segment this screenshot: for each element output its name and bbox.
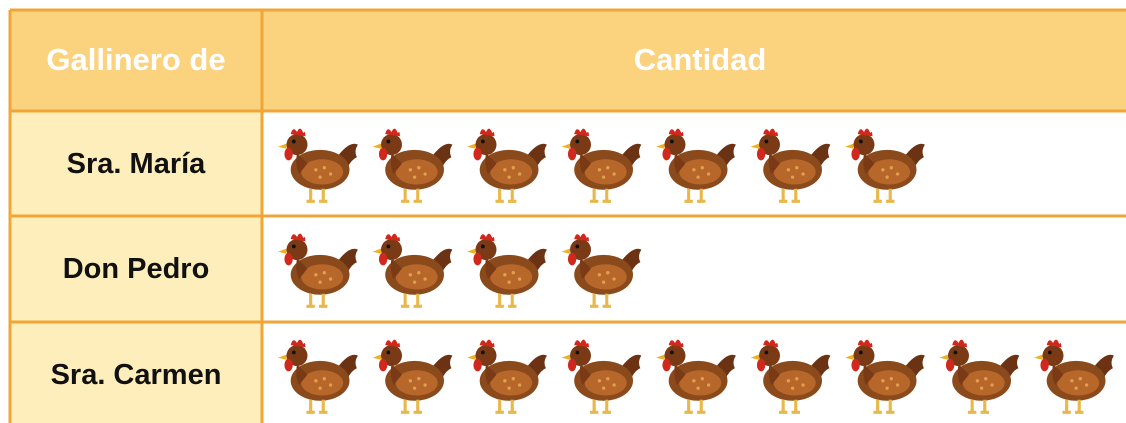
hen-icon <box>371 231 454 308</box>
hen-icon <box>465 126 549 203</box>
icon-group <box>276 337 1116 414</box>
hen-icon <box>371 337 454 414</box>
table-borders <box>8 8 1126 423</box>
hen-icon <box>465 231 549 308</box>
rows: Sra. María Don Pedro Sra. Carmen <box>51 126 1116 414</box>
hen-icon <box>560 337 643 414</box>
hen-icon <box>843 337 927 414</box>
hen-icon <box>276 337 360 414</box>
header-background <box>10 10 1126 110</box>
hen-icon <box>276 231 360 308</box>
hen-icon <box>938 337 1021 414</box>
hen-icon <box>749 337 832 414</box>
hen-icon <box>560 231 643 308</box>
row-label: Sra. María <box>67 148 206 180</box>
hen-icon <box>654 337 738 414</box>
hen-icon <box>749 126 832 203</box>
row-label: Don Pedro <box>63 253 210 285</box>
row-label: Sra. Carmen <box>51 359 222 391</box>
hen-icon <box>371 126 454 203</box>
icon-group <box>276 126 927 203</box>
icon-group <box>276 231 643 308</box>
hen-icon <box>1032 337 1116 414</box>
column-header: Cantidad <box>634 42 767 77</box>
column-header: Gallinero de <box>46 42 225 77</box>
hen-icon <box>276 126 360 203</box>
hen-icon <box>560 126 643 203</box>
label-column-background <box>10 110 262 423</box>
hen-icon <box>465 337 549 414</box>
hen-icon <box>843 126 927 203</box>
hen-icon <box>654 126 738 203</box>
